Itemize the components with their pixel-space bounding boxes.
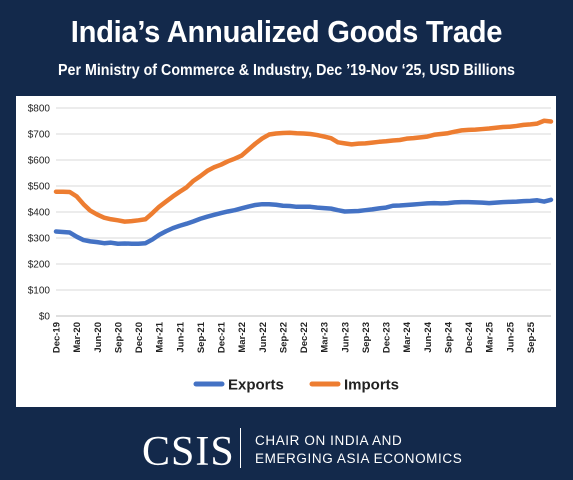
line-chart: $0 $100 $200 $300 $400 $500 $600 $700 $800 Dec-19… xyxy=(28,104,554,394)
x-tick-label: Dec-23 xyxy=(382,322,393,353)
y-tick-label: $0 xyxy=(39,312,51,323)
x-tick-label: Sep-24 xyxy=(443,321,454,353)
x-tick-label: Dec-21 xyxy=(217,321,228,353)
x-tick-label: Mar-20 xyxy=(72,322,83,353)
x-tick-label: Jun-25 xyxy=(505,321,516,352)
x-tick-label: Mar-21 xyxy=(155,321,166,352)
series-line-imports xyxy=(53,118,554,224)
x-tick-label: Dec-19 xyxy=(52,322,63,353)
x-tick-label: Dec-24 xyxy=(464,321,475,353)
chart-subtitle: Per Ministry of Commerce & Industry, Dec… xyxy=(58,62,515,79)
y-tick-label: $400 xyxy=(28,208,51,219)
x-tick-label: Sep-25 xyxy=(526,321,537,353)
org-name: CHAIR ON INDIA AND EMERGING ASIA ECONOMI… xyxy=(255,432,462,468)
y-tick-label: $800 xyxy=(28,104,51,115)
x-tick-label: Sep-21 xyxy=(196,321,207,353)
x-tick-label: Jun-22 xyxy=(258,322,269,353)
x-tick-label: Sep-20 xyxy=(113,322,124,353)
org-name-line2: EMERGING ASIA ECONOMICS xyxy=(255,451,463,466)
chart-title: India’s Annualized Goods Trade xyxy=(70,14,503,49)
x-tick-label: Mar-25 xyxy=(485,321,496,352)
x-tick-label: Jun-20 xyxy=(93,322,104,353)
y-tick-label: $300 xyxy=(28,234,51,245)
legend-label-imports: Imports xyxy=(344,377,399,394)
chart-panel: $0 $100 $200 $300 $400 $500 $600 $700 $800 Dec-19… xyxy=(16,96,556,407)
x-tick-label: Mar-24 xyxy=(402,321,413,352)
legend-label-exports: Exports xyxy=(228,377,284,394)
x-tick-label: Sep-22 xyxy=(278,322,289,353)
series-line-exports xyxy=(53,197,554,246)
logo-divider xyxy=(240,428,241,468)
x-tick-label: Dec-20 xyxy=(134,322,145,353)
org-name-line1: CHAIR ON INDIA AND xyxy=(255,433,403,448)
x-tick-label: Sep-23 xyxy=(361,322,372,353)
y-tick-label: $600 xyxy=(28,156,51,167)
x-tick-label: Jun-23 xyxy=(340,322,351,353)
x-tick-label: Mar-23 xyxy=(320,322,331,353)
x-tick-label: Dec-22 xyxy=(299,322,310,353)
x-tick-label: Mar-22 xyxy=(237,322,248,353)
footer: CSIS CHAIR ON INDIA AND EMERGING ASIA EC… xyxy=(0,416,573,480)
y-tick-label: $700 xyxy=(28,130,51,141)
y-tick-label: $100 xyxy=(28,286,51,297)
x-tick-label: Jun-21 xyxy=(175,321,186,352)
y-tick-label: $200 xyxy=(28,260,51,271)
x-tick-label: Jun-24 xyxy=(423,321,434,352)
csis-logo: CSIS xyxy=(142,429,235,475)
y-tick-label: $500 xyxy=(28,182,51,193)
